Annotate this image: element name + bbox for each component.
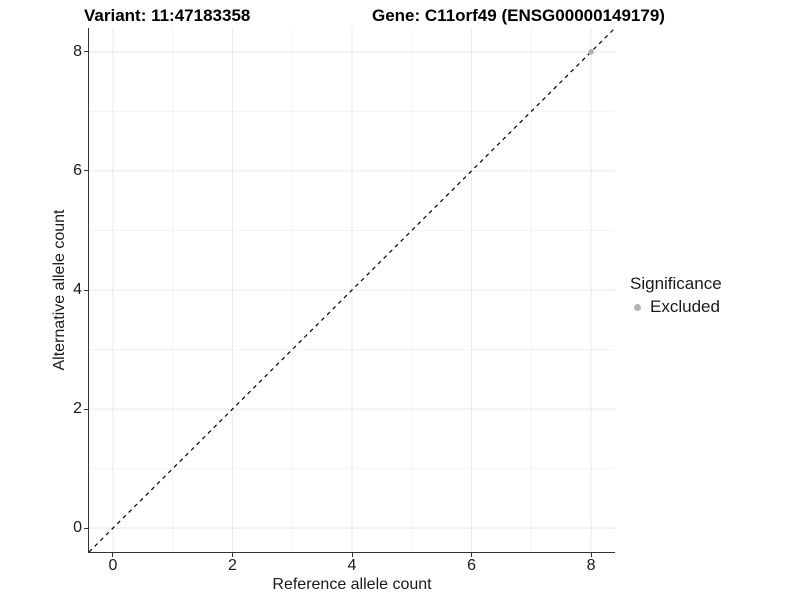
- y-tick-label: 4: [73, 281, 82, 298]
- data-point: [588, 49, 594, 55]
- plot-title-variant: Variant: 11:47183358: [84, 6, 251, 25]
- x-tick-mark: [471, 553, 473, 557]
- y-tick-label: 0: [73, 519, 82, 537]
- x-tick-mark: [590, 553, 592, 557]
- x-tick-mark: [231, 553, 233, 557]
- y-tick-mark: [84, 527, 88, 529]
- y-tick-mark: [84, 170, 88, 172]
- x-tick-mark: [112, 553, 114, 557]
- legend: Significance Excluded: [630, 274, 722, 317]
- x-tick-label: 8: [586, 557, 596, 574]
- plot-title-gene: Gene: C11orf49 (ENSG00000149179): [372, 6, 665, 25]
- y-tick-mark: [84, 408, 88, 410]
- legend-point-icon: [634, 303, 641, 311]
- x-tick-mark: [351, 553, 353, 557]
- x-tick-label: 6: [467, 557, 476, 574]
- identity-line: [89, 28, 615, 552]
- legend-item-label: Excluded: [650, 297, 720, 316]
- y-tick-mark: [84, 289, 88, 291]
- x-tick-label: 2: [228, 557, 237, 574]
- plot-panel: [88, 28, 615, 553]
- y-tick-label: 2: [73, 400, 82, 418]
- x-tick-label: 4: [347, 557, 357, 574]
- x-axis-title: Reference allele count: [272, 576, 432, 593]
- y-tick-label: 6: [73, 161, 82, 179]
- y-tick-mark: [84, 51, 88, 53]
- y-tick-label: 8: [73, 42, 82, 60]
- legend-item-excluded: Excluded: [630, 297, 722, 317]
- plot-canvas: [89, 28, 615, 552]
- legend-title: Significance: [630, 274, 722, 293]
- x-tick-label: 0: [108, 557, 118, 574]
